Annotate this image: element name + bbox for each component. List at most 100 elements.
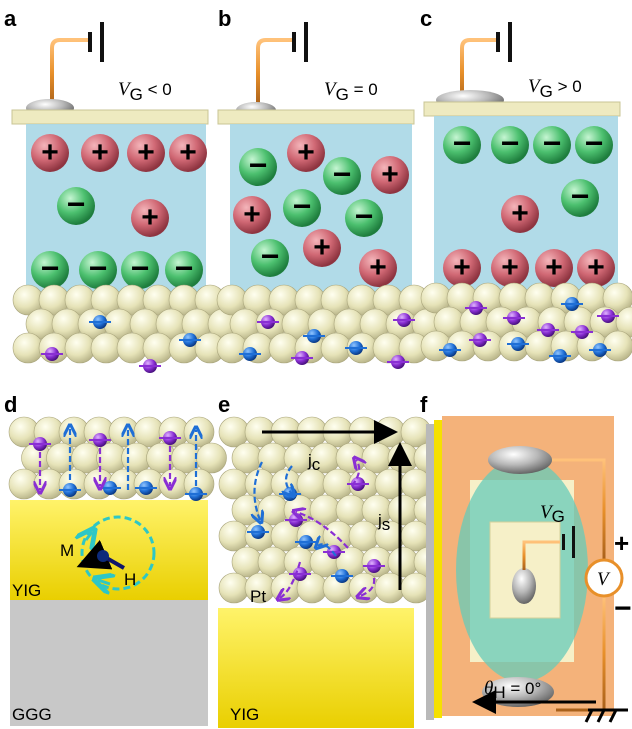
anion-sign: − bbox=[89, 250, 108, 286]
anion-sign: − bbox=[571, 178, 590, 214]
lattice-atom bbox=[257, 494, 289, 526]
lattice-atom bbox=[90, 332, 122, 364]
lattice-atom bbox=[335, 442, 367, 474]
spin-trajectory bbox=[318, 544, 337, 557]
m-label: M bbox=[60, 541, 74, 560]
cation bbox=[359, 249, 397, 287]
anion bbox=[561, 179, 599, 217]
electrode-cap-b bbox=[217, 109, 415, 125]
cation bbox=[233, 196, 271, 234]
cation-sign: + bbox=[369, 251, 387, 284]
gate-voltage-label-f: VG bbox=[540, 502, 565, 526]
anion bbox=[57, 187, 95, 225]
anion-sign: − bbox=[543, 125, 562, 161]
ion-group-a: + + + +− +− − − − bbox=[31, 134, 207, 289]
pt-label: Pt bbox=[250, 587, 266, 606]
cation bbox=[81, 134, 119, 172]
ggg-label: GGG bbox=[12, 705, 52, 724]
lattice-atom bbox=[335, 494, 367, 526]
ion-group-c: − − − −−++ + + + bbox=[443, 125, 615, 287]
cation-sign: + bbox=[381, 158, 399, 191]
anion bbox=[165, 251, 203, 289]
cation-sign: + bbox=[141, 201, 159, 234]
anion bbox=[575, 126, 613, 164]
panel-b-label: b bbox=[218, 6, 231, 31]
electrode-cap-c bbox=[423, 101, 621, 117]
lattice-atom bbox=[244, 468, 276, 500]
cation bbox=[535, 249, 573, 287]
cation bbox=[169, 134, 207, 172]
cation bbox=[131, 199, 169, 237]
cation-sign: + bbox=[179, 136, 197, 169]
theta-label: θH = 0° bbox=[484, 678, 541, 702]
anion bbox=[443, 126, 481, 164]
ground-icon bbox=[584, 708, 628, 723]
lattice-atom bbox=[615, 306, 632, 338]
pivot-dot bbox=[97, 550, 109, 562]
lattice-atom bbox=[602, 282, 632, 314]
yig-layer-e bbox=[218, 608, 414, 728]
panel-d: d M H YIG GGG bbox=[4, 392, 227, 726]
voltmeter-icon bbox=[584, 558, 624, 598]
panel-d-label: d bbox=[4, 392, 17, 417]
cation-sign: + bbox=[313, 231, 331, 264]
battery-f-long-plate bbox=[572, 526, 575, 558]
lattice-atom bbox=[387, 546, 419, 578]
lattice-atom bbox=[12, 332, 44, 364]
lattice-atom bbox=[196, 442, 227, 474]
lattice-atom bbox=[361, 442, 393, 474]
gate-voltage-label-a: VG < 0 bbox=[118, 79, 172, 104]
cation-sign: + bbox=[511, 197, 529, 230]
lattice-atom bbox=[602, 330, 632, 362]
voltmeter-label: V bbox=[597, 569, 611, 590]
spin-trajectory bbox=[296, 512, 349, 549]
lattice-atom bbox=[348, 520, 380, 552]
anion-sign: − bbox=[175, 250, 194, 286]
js-label: js bbox=[377, 511, 390, 534]
electrode-cap-a bbox=[11, 109, 209, 125]
battery-c-long-plate bbox=[508, 22, 512, 62]
wire-top-to-meter bbox=[552, 458, 606, 560]
anion-sign: − bbox=[453, 125, 472, 161]
spin-trajectory bbox=[360, 577, 376, 596]
gate-contact-blob bbox=[512, 568, 536, 604]
precession-arrow-bottom bbox=[98, 580, 110, 584]
anion-sign: − bbox=[131, 250, 150, 286]
spin-trajectory bbox=[352, 460, 359, 487]
spin-trajectory bbox=[254, 461, 262, 520]
bottom-contact-blob bbox=[482, 677, 554, 707]
cation-sign: + bbox=[137, 136, 155, 169]
lattice-atom bbox=[309, 494, 341, 526]
top-contact-blob bbox=[488, 446, 552, 474]
lattice-atom bbox=[387, 494, 419, 526]
cation bbox=[127, 134, 165, 172]
anion bbox=[31, 251, 69, 289]
lattice-atom bbox=[64, 332, 96, 364]
lattice-atom bbox=[142, 332, 174, 364]
gate-voltage-label-c: VG > 0 bbox=[528, 76, 582, 101]
anion bbox=[345, 199, 383, 237]
panel-c: c VG > 0 − − − −−++ + + + bbox=[420, 6, 632, 363]
anion bbox=[533, 126, 571, 164]
battery-f-short-plate bbox=[562, 534, 565, 550]
substrate-edge-gray bbox=[426, 424, 434, 720]
cation-sign: + bbox=[587, 251, 605, 284]
anion-sign: − bbox=[41, 250, 60, 286]
cation bbox=[577, 249, 615, 287]
lattice-atom bbox=[387, 442, 419, 474]
yig-label-d: YIG bbox=[12, 581, 41, 600]
cation-sign: + bbox=[545, 251, 563, 284]
atom-lattice-b bbox=[216, 284, 443, 369]
lattice-atom bbox=[183, 416, 215, 448]
atom-lattice-a bbox=[12, 284, 239, 373]
ggg-substrate bbox=[10, 598, 208, 726]
wire-gate bbox=[522, 540, 560, 570]
anion-sign: − bbox=[585, 125, 604, 161]
anion-sign: − bbox=[501, 125, 520, 161]
cation-sign: + bbox=[41, 136, 59, 169]
anion-sign: − bbox=[355, 198, 374, 234]
plus-terminal-label: + bbox=[614, 528, 629, 558]
panel-a: a VG < 0 + + + +− +− − − − bbox=[4, 6, 239, 373]
